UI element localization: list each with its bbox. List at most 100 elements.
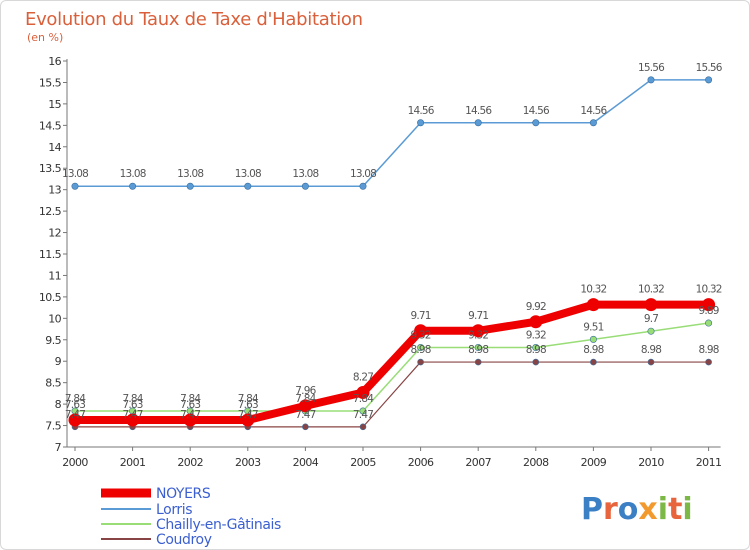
legend-swatch: [101, 538, 151, 540]
data-label: 13.08: [120, 168, 146, 180]
data-point: [302, 423, 309, 431]
data-point: [359, 182, 367, 190]
data-point: [474, 358, 482, 366]
data-point: [647, 327, 655, 335]
y-tick-label: 7.5: [45, 420, 61, 433]
data-label: 9.51: [583, 321, 603, 333]
data-label: 9.71: [468, 310, 488, 322]
data-point: [474, 343, 482, 351]
series-line-0: [71, 300, 713, 424]
data-point: [359, 407, 367, 415]
data-label: 7.84: [295, 393, 316, 405]
x-tick-label: 2005: [350, 456, 376, 469]
data-label: 7.84: [238, 393, 259, 405]
data-label: 9.71: [411, 310, 431, 322]
data-point: [705, 76, 713, 84]
y-tick-label: 8: [55, 398, 62, 411]
data-label: 9.32: [411, 329, 431, 341]
data-label: 8.98: [583, 344, 603, 356]
legend-label: Chailly-en-Gâtinais: [156, 517, 281, 533]
data-point: [126, 413, 140, 427]
y-tick-label: 15.5: [39, 76, 62, 89]
y-tick-label: 14: [48, 141, 61, 154]
data-point: [129, 182, 137, 190]
y-tick-label: 10.5: [39, 291, 62, 304]
y-tick-label: 7: [55, 441, 62, 454]
data-label: 7.47: [123, 409, 143, 421]
data-label: 7.47: [65, 409, 85, 421]
data-label: 8.98: [526, 344, 546, 356]
x-tick-label: 2004: [293, 456, 319, 469]
x-tick-label: 2001: [120, 456, 146, 469]
data-label: 7.63: [180, 399, 200, 411]
data-label: 7.96: [295, 385, 316, 397]
data-label: 9.32: [468, 329, 488, 341]
chart-subtitle: (en %): [27, 31, 63, 44]
data-point: [532, 358, 540, 366]
data-point: [644, 298, 658, 312]
data-label: 10.32: [696, 284, 722, 296]
data-point: [186, 182, 194, 190]
data-label: 8.98: [641, 344, 661, 356]
data-point: [298, 399, 312, 413]
x-tick-label: 2000: [62, 456, 88, 469]
data-points: [68, 76, 716, 431]
data-point: [359, 423, 367, 431]
legend-label: Lorris: [156, 502, 192, 518]
data-point: [244, 182, 252, 190]
x-tick-label: 2006: [408, 456, 434, 469]
data-label: 10.32: [580, 284, 606, 296]
data-label: 7.47: [353, 409, 373, 421]
y-tick-label: 11: [48, 269, 61, 282]
data-label: 8.98: [411, 344, 431, 356]
data-label: 13.08: [292, 168, 318, 180]
data-label: 7.47: [180, 409, 200, 421]
x-tick-label: 2002: [177, 456, 203, 469]
y-tick-label: 10: [48, 312, 61, 325]
data-label: 14.56: [408, 105, 435, 117]
data-label: 7.63: [123, 399, 143, 411]
data-label: 7.47: [238, 409, 258, 421]
data-label: 7.84: [123, 393, 144, 405]
chart-title: Evolution du Taux de Taxe d'Habitation: [25, 9, 363, 30]
data-point: [417, 358, 424, 366]
axes: 7 7.5 8 8.5 9 9.5 10 10.5 11 11.5 12 12.5 13 13.5 14 14…: [39, 55, 722, 469]
data-point: [529, 315, 543, 329]
data-label: 13.08: [177, 168, 203, 180]
x-tick-label: 2008: [523, 456, 549, 469]
data-point: [589, 119, 597, 127]
data-point: [705, 319, 713, 327]
data-label: 14.56: [523, 105, 550, 117]
data-label: 7.84: [180, 393, 201, 405]
x-tick-label: 2009: [581, 456, 607, 469]
y-tick-label: 9.5: [45, 334, 61, 347]
data-label: 7.63: [238, 399, 258, 411]
data-point: [68, 413, 82, 427]
data-point: [647, 76, 655, 84]
y-tick-label: 13: [48, 184, 61, 197]
logo-text: Proxiti: [581, 492, 693, 527]
x-tick-label: 2003: [235, 456, 261, 469]
data-point: [532, 119, 540, 127]
data-point: [183, 413, 197, 427]
x-tick-label: 2010: [638, 456, 664, 469]
legend-label: Coudroy: [156, 532, 212, 548]
data-label: 8.98: [468, 344, 488, 356]
data-point: [301, 182, 309, 190]
y-tick-label: 15: [48, 98, 61, 111]
data-point: [702, 298, 716, 312]
series-line-2: [74, 322, 710, 412]
data-label: 7.47: [295, 409, 315, 421]
legend-swatch: [101, 508, 151, 510]
data-point: [241, 413, 255, 427]
data-label: 14.56: [465, 105, 492, 117]
y-tick-label: 9: [55, 355, 62, 368]
y-tick-label: 12: [48, 227, 61, 240]
data-point: [471, 324, 485, 338]
y-tick-label: 11.5: [39, 248, 62, 261]
data-point: [532, 343, 540, 351]
data-point: [417, 343, 425, 351]
legend-label: NOYERS: [156, 486, 211, 502]
